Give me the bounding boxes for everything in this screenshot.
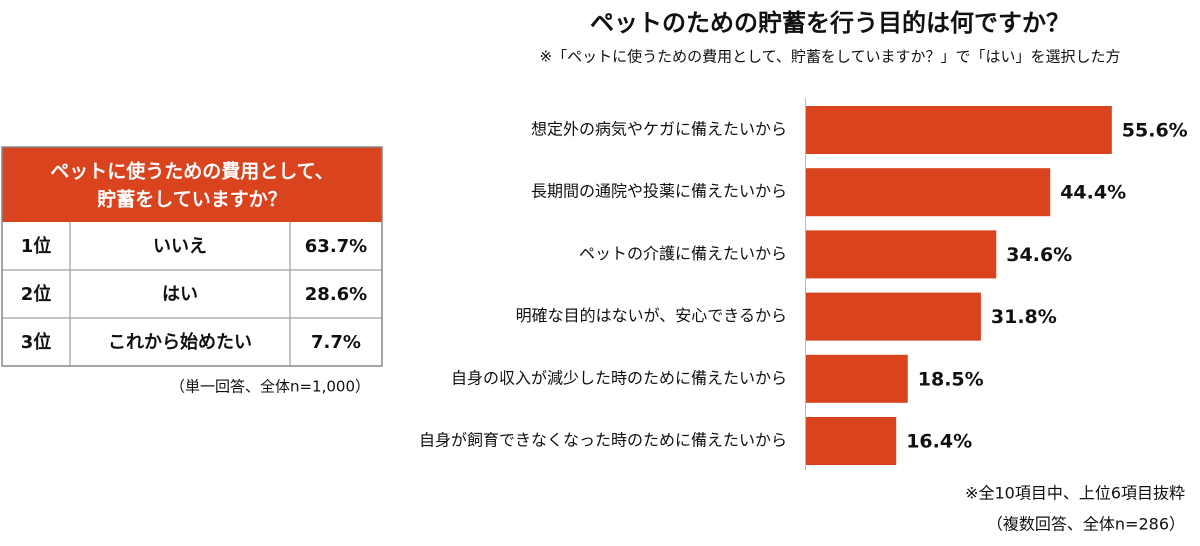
bar bbox=[806, 106, 1112, 154]
table-border bbox=[1, 146, 383, 367]
table-cell: 3位 bbox=[21, 331, 52, 353]
footnote: ※全10項目中、上位6項目抜粋 bbox=[965, 484, 1185, 503]
category-label: 長期間の通院や投薬に備えたいから bbox=[531, 182, 787, 201]
value-label: 31.8% bbox=[991, 306, 1057, 328]
footnote: （複数回答、全体n=286） bbox=[987, 515, 1185, 534]
value-label: 44.4% bbox=[1060, 182, 1126, 204]
chart-title: ペットのための貯蓄を行う目的は何ですか？ bbox=[590, 9, 1070, 37]
table-header-bg bbox=[2, 147, 382, 222]
chart-subtitle: ※「ペットに使うための費用として、貯蓄をしていますか？」で「はい」を選択した方 bbox=[540, 48, 1121, 66]
table-cell: 63.7% bbox=[305, 236, 367, 257]
bar bbox=[806, 354, 908, 403]
table-header: ペットに使うための費用として、 bbox=[50, 160, 333, 183]
value-label: 18.5% bbox=[918, 368, 984, 390]
category-label: 想定外の病気やケガに備えたいから bbox=[531, 120, 787, 139]
table-note: （単一回答、全体n=1,000） bbox=[170, 378, 370, 396]
value-label: 55.6% bbox=[1122, 120, 1188, 142]
table-cell: いいえ bbox=[153, 236, 207, 257]
table-header: 貯蓄をしていますか？ bbox=[97, 188, 286, 211]
table-cell: 7.7% bbox=[311, 332, 361, 353]
category-label: 明確な目的はないが、安心できるから bbox=[516, 306, 787, 325]
table-cell: これから始めたい bbox=[108, 331, 252, 353]
value-label: 34.6% bbox=[1006, 244, 1072, 266]
table-cell: 1位 bbox=[21, 235, 52, 257]
category-label: ペットの介護に備えたいから bbox=[579, 244, 787, 263]
table-cell: はい bbox=[162, 284, 198, 305]
value-label: 16.4% bbox=[906, 431, 972, 453]
bar bbox=[806, 417, 897, 465]
category-label: 自身の収入が減少した時のために備えたいから bbox=[451, 368, 787, 387]
table-cell: 28.6% bbox=[305, 284, 367, 305]
table-cell: 2位 bbox=[21, 283, 52, 305]
category-label: 自身が飼育できなくなった時のために備えたいから bbox=[419, 431, 787, 450]
bar bbox=[806, 168, 1051, 217]
bar bbox=[806, 230, 997, 279]
bar bbox=[806, 292, 981, 341]
